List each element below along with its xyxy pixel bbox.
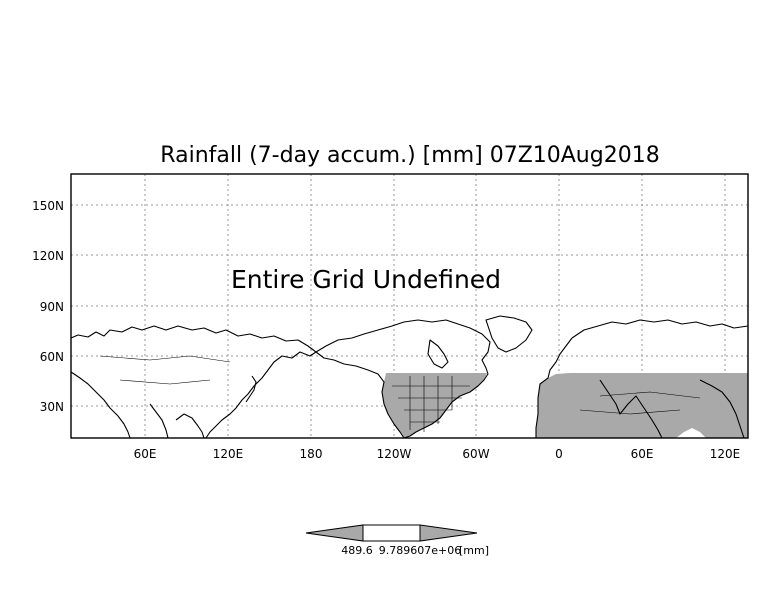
coast-europe [571, 319, 749, 339]
shaded-north-america [382, 373, 487, 438]
coast-na-west [315, 351, 405, 439]
coast-japan [245, 375, 257, 403]
lat-label: 150N [32, 199, 64, 213]
colorbar-label-right: 9.789607e+06 [379, 544, 461, 557]
lat-label: 60N [40, 350, 64, 364]
lon-label: 120E [213, 447, 244, 461]
borders-asia [99, 355, 701, 415]
lat-label: 90N [40, 300, 64, 314]
lon-label: 120W [377, 447, 412, 461]
lon-label: 60E [134, 447, 157, 461]
colorbar-box [362, 524, 421, 542]
coast-india [149, 403, 169, 439]
lat-label: 120N [32, 249, 64, 263]
coast-asia-south [70, 371, 131, 439]
borders-us [392, 376, 470, 432]
undefined-grid-message: Entire Grid Undefined [231, 265, 501, 294]
coast-east-asia [699, 379, 745, 439]
colorbar-units: [mm] [459, 544, 489, 557]
lon-label: 0 [555, 447, 563, 461]
lat-label: 30N [40, 400, 64, 414]
map-frame [70, 173, 749, 439]
plot-title: Rainfall (7-day accum.) [mm] 07Z10Aug201… [160, 143, 659, 168]
coastlines [70, 315, 749, 439]
coast-se-asia [175, 413, 205, 439]
lon-label: 180 [300, 447, 323, 461]
coast-asia-left [70, 325, 317, 439]
coast-greenland [485, 315, 533, 353]
colorbar-right-arrow [419, 524, 478, 542]
coast-arabia-india [599, 379, 663, 439]
coast-north-america [315, 319, 491, 439]
colorbar-label-left: 489.6 [341, 544, 373, 557]
coast-hudson [427, 339, 449, 369]
lon-label: 60W [462, 447, 489, 461]
coast-europe-west [535, 337, 573, 438]
lon-label: 60E [631, 447, 654, 461]
colorbar-left-arrow [305, 524, 364, 542]
colorbar: 489.6 9.789607e+06 [mm] [305, 524, 489, 557]
lat-axis: 150N 120N 90N 60N 30N [32, 199, 64, 414]
lon-label: 120E [710, 447, 741, 461]
lon-axis: 60E 120E 180 120W 60W 0 60E 120E [134, 447, 741, 461]
